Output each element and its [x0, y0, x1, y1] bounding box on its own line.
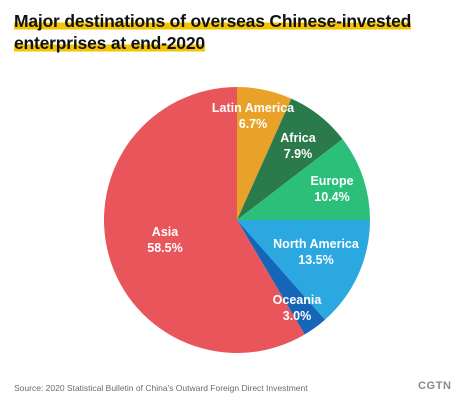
pie-slice-oceania [237, 220, 325, 335]
slice-label-europe: Europe [310, 174, 353, 188]
pie-slice-asia [103, 87, 305, 353]
slice-value-africa: 7.9% [284, 147, 313, 161]
slice-label-latin-america: Latin America [212, 101, 295, 115]
slice-label-africa: Africa [280, 131, 316, 145]
slice-label-asia: Asia [152, 225, 179, 239]
cgtn-logo: CGTN [418, 380, 452, 392]
slice-value-asia: 58.5% [147, 241, 182, 255]
slice-value-latin-america: 6.7% [239, 117, 268, 131]
slice-label-north-america: North America [273, 237, 360, 251]
slice-value-europe: 10.4% [314, 190, 349, 204]
source-note: Source: 2020 Statistical Bulletin of Chi… [14, 383, 308, 393]
chart-title-wrap: Major destinations of overseas Chinese-i… [14, 10, 464, 54]
slice-value-north-america: 13.5% [298, 253, 333, 267]
pie-slice-north-america [237, 220, 370, 320]
pie-slice-latin-america [237, 86, 292, 220]
pie-slice-europe [237, 139, 370, 220]
slice-label-oceania: Oceania [273, 293, 323, 307]
slice-value-oceania: 3.0% [283, 309, 312, 323]
pie-slice-africa [237, 98, 343, 220]
